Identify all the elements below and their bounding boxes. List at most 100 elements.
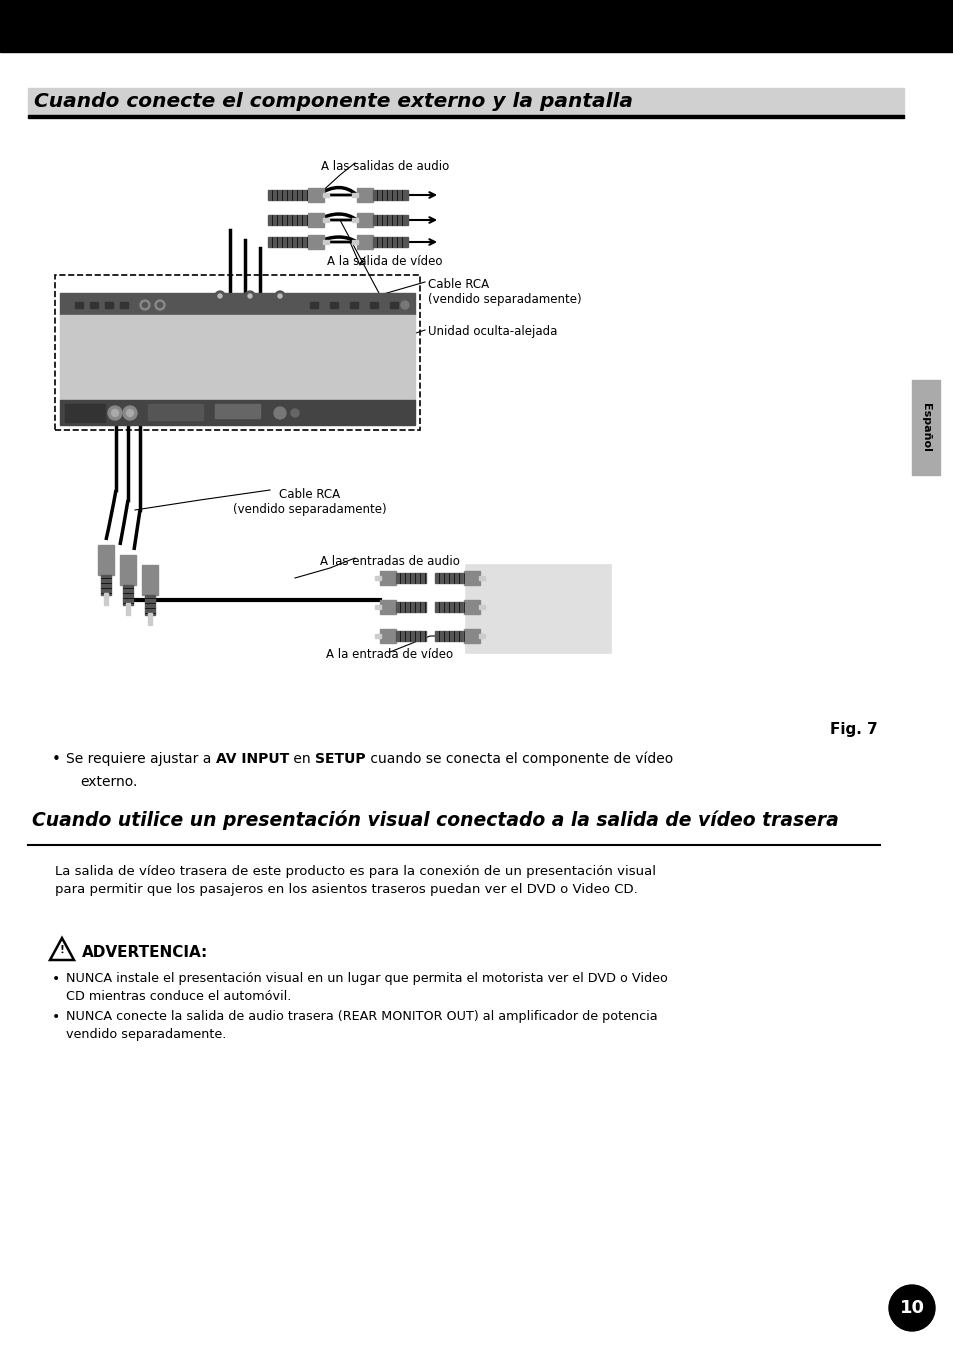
Bar bbox=[123, 585, 132, 604]
Circle shape bbox=[157, 302, 162, 308]
Text: La salida de vídeo trasera de este producto es para la conexión de un presentaci: La salida de vídeo trasera de este produ… bbox=[55, 864, 656, 897]
Bar bbox=[308, 188, 324, 202]
Text: NUNCA instale el presentación visual en un lugar que permita el motorista ver el: NUNCA instale el presentación visual en … bbox=[66, 972, 667, 1003]
Bar bbox=[60, 293, 415, 314]
Bar bbox=[323, 192, 329, 196]
Bar bbox=[441, 175, 586, 255]
Circle shape bbox=[274, 291, 285, 301]
Bar bbox=[478, 604, 484, 608]
Bar bbox=[465, 565, 610, 653]
Bar bbox=[75, 302, 83, 308]
Bar bbox=[105, 302, 112, 308]
Bar bbox=[148, 404, 203, 420]
Text: Unidad oculta-alejada: Unidad oculta-alejada bbox=[428, 325, 557, 337]
Bar bbox=[120, 556, 136, 585]
Bar bbox=[148, 612, 152, 625]
Circle shape bbox=[245, 291, 254, 301]
Circle shape bbox=[142, 302, 148, 308]
Circle shape bbox=[108, 406, 122, 420]
Circle shape bbox=[127, 409, 133, 416]
Bar bbox=[395, 602, 426, 612]
Bar bbox=[308, 234, 324, 249]
Bar bbox=[373, 215, 408, 225]
Bar bbox=[214, 404, 260, 417]
Text: NUNCA conecte la salida de audio trasera (REAR MONITOR OUT) al amplificador de p: NUNCA conecte la salida de audio trasera… bbox=[66, 1009, 657, 1041]
Bar bbox=[435, 631, 464, 641]
Text: •: • bbox=[52, 752, 61, 767]
Text: •: • bbox=[52, 1009, 60, 1024]
Text: ADVERTENCIA:: ADVERTENCIA: bbox=[82, 944, 208, 959]
Bar bbox=[463, 600, 479, 614]
Text: A las entradas de audio: A las entradas de audio bbox=[319, 556, 459, 568]
Bar bbox=[60, 314, 415, 400]
Bar bbox=[268, 215, 308, 225]
Bar bbox=[268, 190, 308, 201]
Bar bbox=[104, 593, 108, 604]
Text: Se requiere ajustar a: Se requiere ajustar a bbox=[66, 752, 215, 766]
Text: externo.: externo. bbox=[80, 775, 137, 789]
Bar bbox=[379, 570, 395, 585]
Bar bbox=[98, 545, 113, 575]
Bar bbox=[126, 603, 130, 615]
Bar bbox=[478, 576, 484, 580]
Text: A las salidas de audio: A las salidas de audio bbox=[320, 160, 449, 173]
Text: 10: 10 bbox=[899, 1299, 923, 1317]
Text: SETUP: SETUP bbox=[314, 752, 365, 766]
Bar bbox=[60, 400, 415, 425]
Text: Presentación
visual con tomas
de entrada RCA: Presentación visual con tomas de entrada… bbox=[488, 570, 588, 617]
Bar bbox=[373, 237, 408, 247]
Bar bbox=[330, 302, 337, 308]
Bar bbox=[356, 188, 373, 202]
Circle shape bbox=[218, 294, 222, 298]
Text: Cuando utilice un presentación visual conectado a la salida de vídeo trasera: Cuando utilice un presentación visual co… bbox=[32, 810, 838, 831]
Circle shape bbox=[214, 291, 225, 301]
Bar bbox=[911, 379, 939, 476]
Text: Cable RCA
(vendido separadamente): Cable RCA (vendido separadamente) bbox=[233, 488, 386, 516]
Bar bbox=[0, 0, 953, 51]
Circle shape bbox=[274, 406, 286, 419]
Text: Cable RCA
(vendido separadamente): Cable RCA (vendido separadamente) bbox=[428, 278, 581, 306]
Bar bbox=[370, 302, 377, 308]
Bar bbox=[463, 629, 479, 644]
Circle shape bbox=[140, 299, 150, 310]
Circle shape bbox=[154, 299, 165, 310]
Circle shape bbox=[123, 406, 137, 420]
Bar bbox=[65, 404, 105, 421]
Text: en: en bbox=[289, 752, 314, 766]
Text: AV INPUT: AV INPUT bbox=[215, 752, 289, 766]
Bar bbox=[350, 302, 357, 308]
Bar bbox=[352, 240, 357, 244]
Bar bbox=[395, 573, 426, 583]
Bar bbox=[308, 213, 324, 228]
Text: •: • bbox=[52, 972, 60, 986]
Text: !: ! bbox=[59, 944, 65, 955]
Bar bbox=[101, 575, 111, 595]
Bar bbox=[120, 302, 128, 308]
Bar bbox=[90, 302, 98, 308]
Text: Español: Español bbox=[920, 402, 930, 453]
Bar bbox=[28, 88, 903, 117]
Bar bbox=[390, 302, 397, 308]
Bar bbox=[310, 302, 317, 308]
Bar bbox=[379, 629, 395, 644]
Bar bbox=[323, 240, 329, 244]
Bar bbox=[463, 570, 479, 585]
Bar bbox=[379, 600, 395, 614]
Text: Fig. 7: Fig. 7 bbox=[829, 722, 877, 737]
Bar bbox=[373, 190, 408, 201]
Circle shape bbox=[248, 294, 252, 298]
Bar bbox=[478, 634, 484, 638]
Circle shape bbox=[277, 294, 282, 298]
Text: A la salida de vídeo: A la salida de vídeo bbox=[327, 255, 442, 268]
Bar bbox=[435, 602, 464, 612]
Bar bbox=[142, 565, 158, 595]
Text: Cuando conecte el componente externo y la pantalla: Cuando conecte el componente externo y l… bbox=[34, 92, 633, 111]
Bar bbox=[323, 218, 329, 222]
Bar bbox=[356, 213, 373, 228]
Text: A la entrada de vídeo: A la entrada de vídeo bbox=[326, 648, 453, 661]
Circle shape bbox=[888, 1285, 934, 1331]
Bar bbox=[28, 115, 903, 118]
Bar bbox=[55, 275, 419, 430]
Bar bbox=[435, 573, 464, 583]
Bar bbox=[352, 218, 357, 222]
